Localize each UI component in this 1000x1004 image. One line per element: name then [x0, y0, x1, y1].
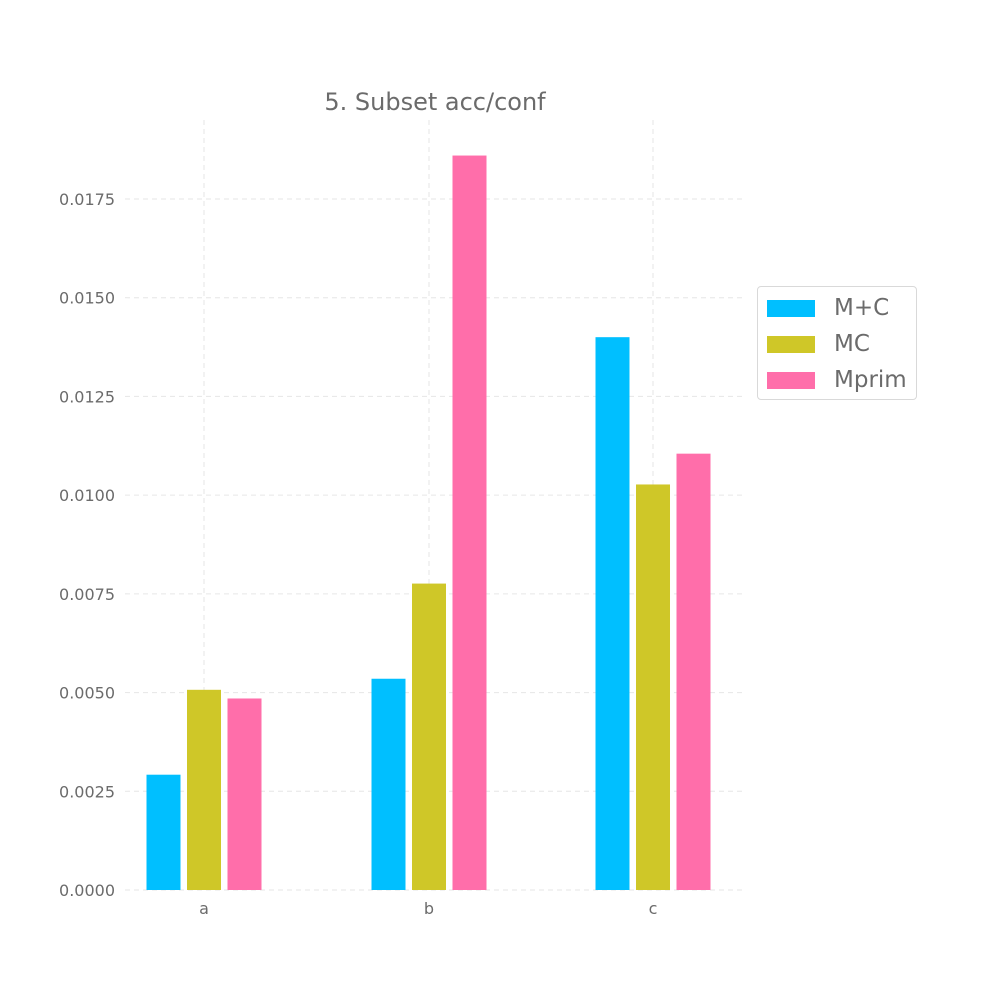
legend-label: MC: [834, 331, 870, 357]
bar-mprim-b: [452, 155, 487, 891]
bar-mprim-c: [676, 453, 711, 890]
legend-item: Mprim: [767, 365, 907, 395]
bar-mc-b: [412, 583, 446, 890]
y-axis-ticks: 0.0000 0.0025 0.0050 0.0075 0.0100 0.0125 0.01…: [59, 190, 115, 900]
x-tick-label: c: [649, 899, 658, 918]
x-tick-label: b: [424, 899, 434, 918]
chart-title: 5. Subset acc/conf: [324, 88, 546, 116]
legend-label: Mprim: [834, 367, 907, 393]
legend-item: M+C: [767, 293, 889, 323]
legend-swatch: [767, 371, 815, 389]
x-axis-ticks: a b c: [199, 899, 657, 918]
legend-item: MC: [767, 329, 870, 359]
bars: [146, 155, 711, 891]
y-tick-label: 0.0075: [59, 585, 115, 604]
bar-m-c-c: [595, 337, 630, 891]
bar-mc-a: [187, 689, 221, 890]
legend-label: M+C: [834, 295, 890, 321]
bar-mc-c: [636, 484, 670, 890]
y-tick-label: 0.0000: [59, 881, 115, 900]
legend-swatch: [767, 335, 815, 353]
x-tick-label: a: [199, 899, 209, 918]
y-tick-label: 0.0025: [59, 782, 115, 801]
legend-swatch: [767, 299, 815, 317]
legend: M+C MC Mprim: [757, 286, 917, 400]
y-tick-label: 0.0125: [59, 387, 115, 406]
bar-mprim-a: [227, 698, 262, 890]
bar-m-c-a: [146, 774, 181, 890]
y-tick-label: 0.0150: [59, 289, 115, 308]
y-tick-label: 0.0100: [59, 486, 115, 505]
y-tick-label: 0.0050: [59, 684, 115, 703]
bar-m-c-b: [371, 678, 406, 890]
y-tick-label: 0.0175: [59, 190, 115, 209]
